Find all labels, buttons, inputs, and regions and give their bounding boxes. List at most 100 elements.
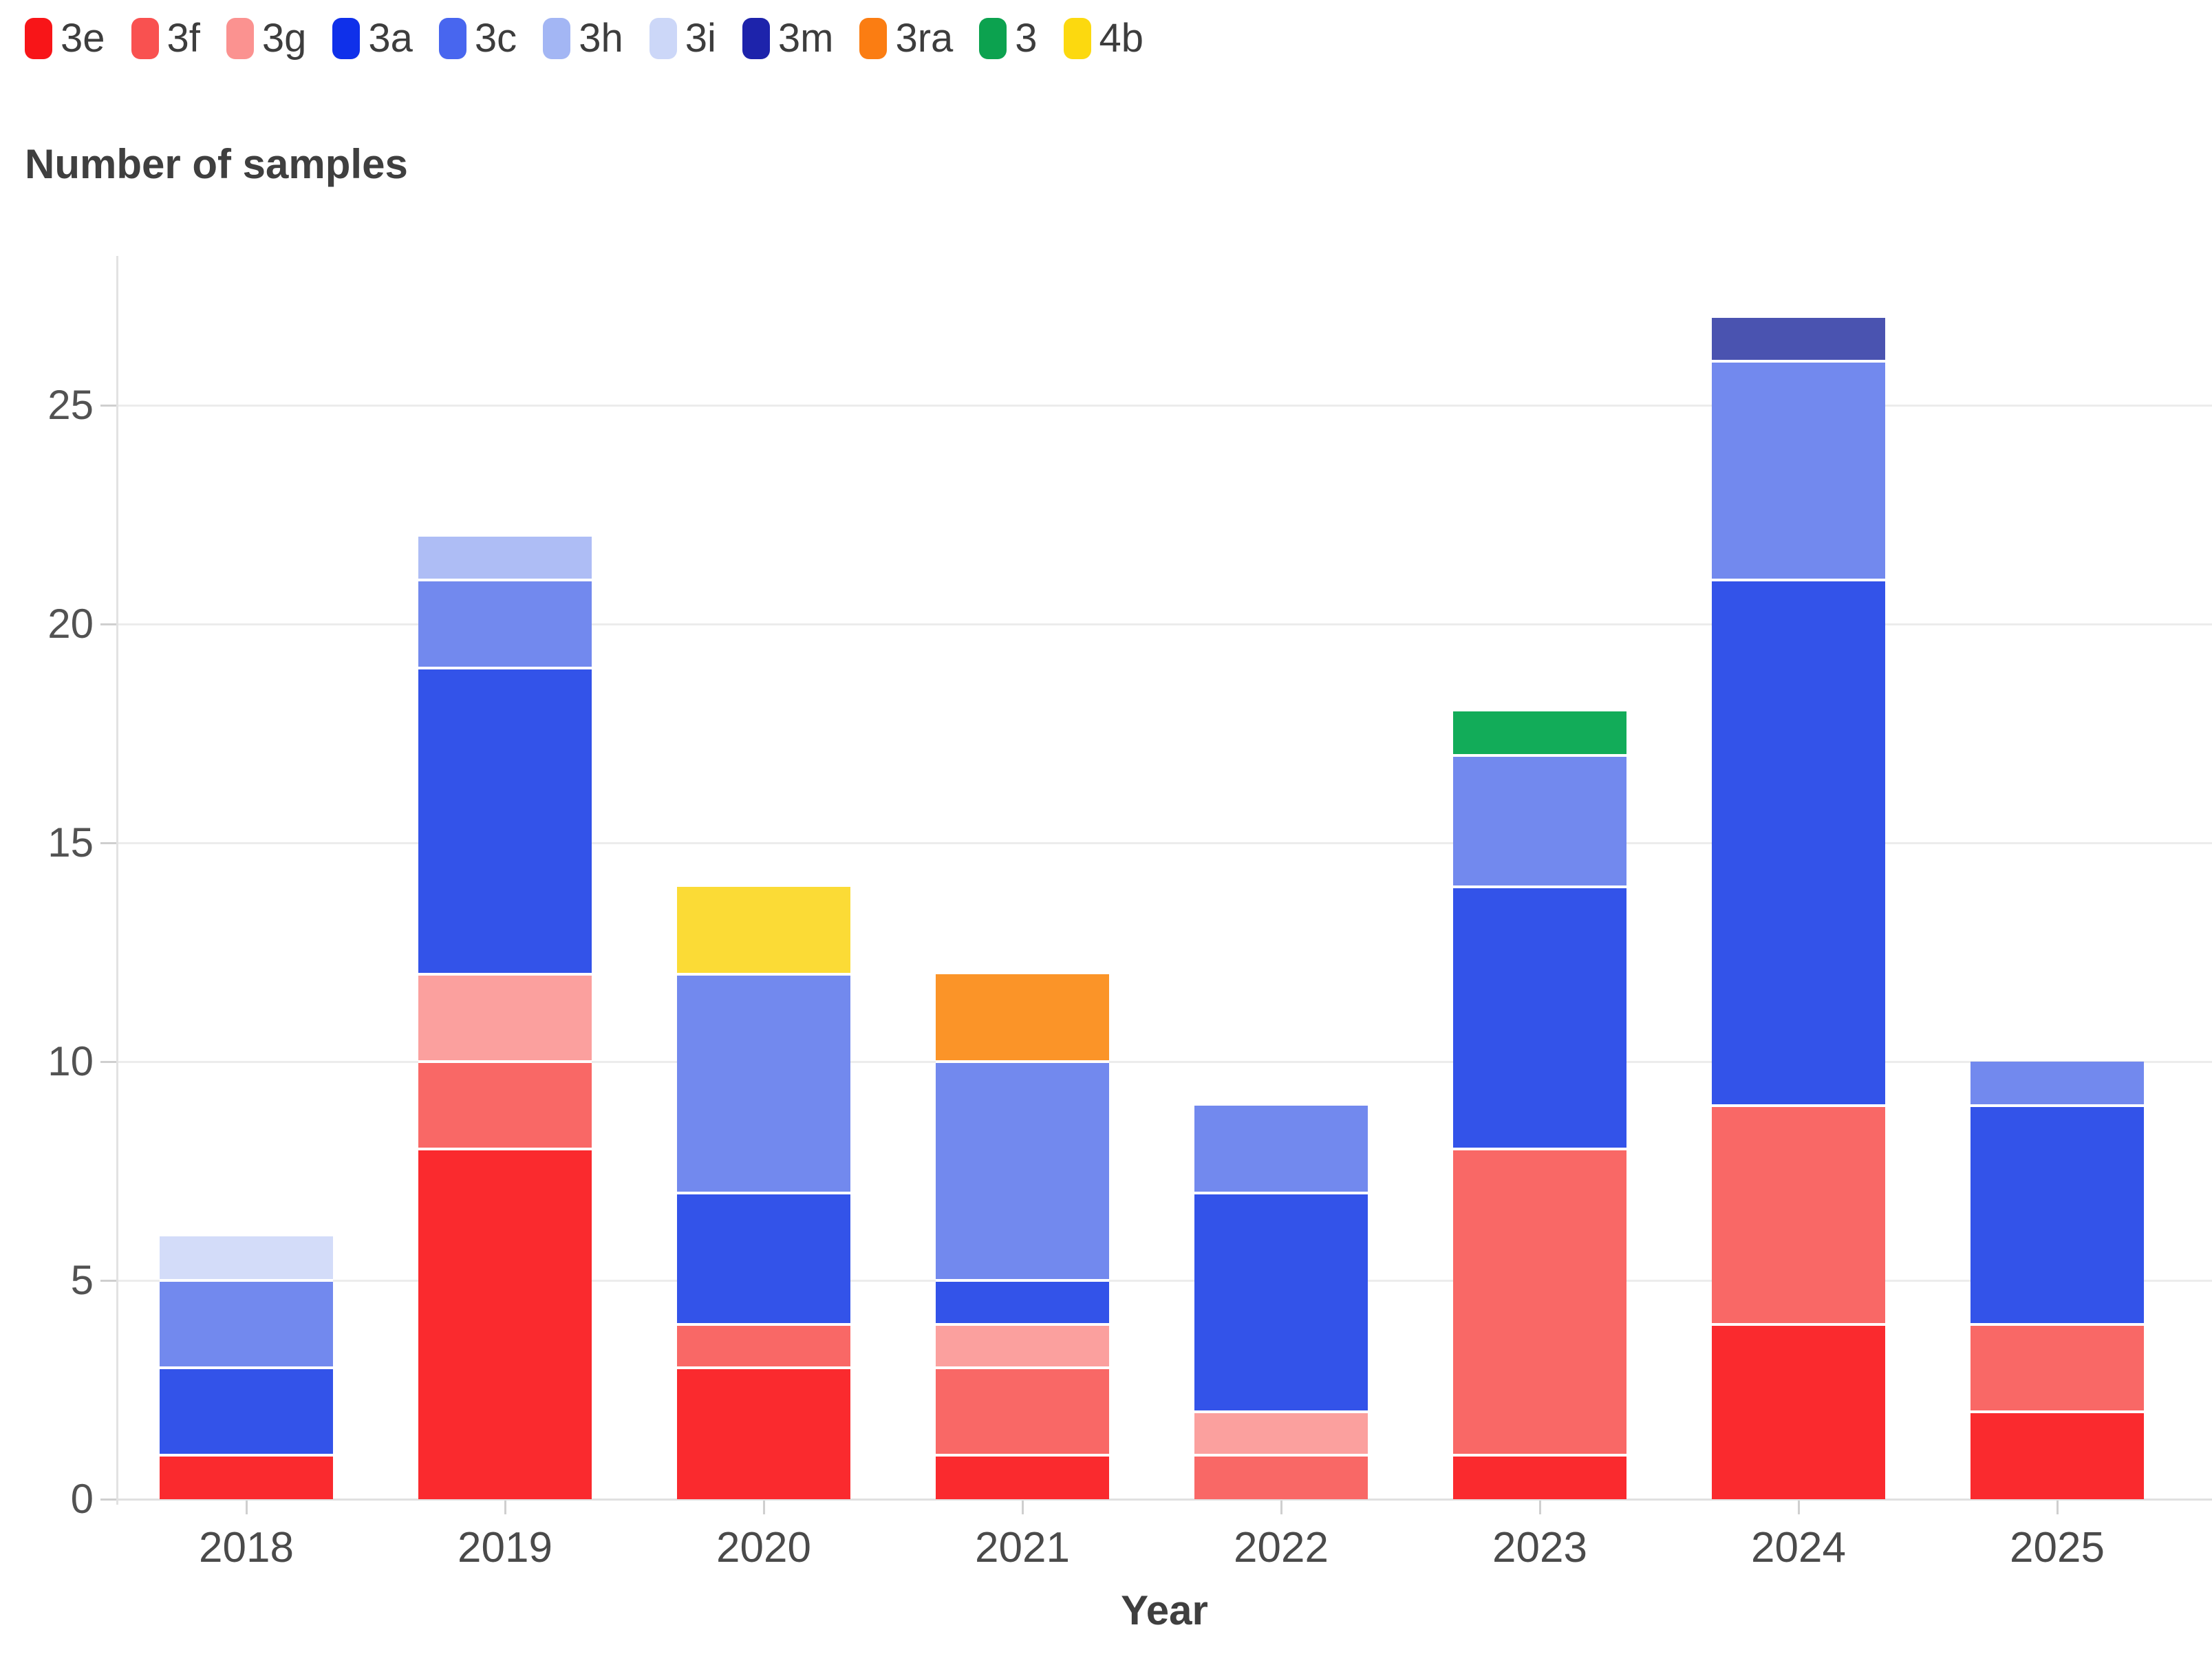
bar-segment-divider [160, 1366, 333, 1370]
legend-swatch-icon [226, 18, 254, 59]
x-axis-tick [1538, 1501, 1541, 1514]
legend-item-3c[interactable]: 3c [438, 16, 517, 61]
bar-segment-divider [677, 1322, 850, 1326]
legend-item-label: 3m [777, 16, 834, 61]
bar-segment-2023-3c[interactable] [1453, 755, 1626, 887]
bar-segment-2024-3f[interactable] [1712, 1105, 1885, 1324]
bar-segment-2020-3a[interactable] [677, 1192, 850, 1324]
bar-segment-2023-3[interactable] [1453, 711, 1626, 755]
y-axis-tick [100, 404, 117, 407]
bar-segment-2024-3a[interactable] [1712, 580, 1885, 1106]
bar-segment-2020-3f[interactable] [677, 1324, 850, 1368]
bar-segment-divider [936, 1060, 1109, 1063]
legend-item-label: 3a [368, 16, 413, 61]
bar-segment-divider [418, 972, 592, 976]
bar-segment-divider [1971, 1322, 2144, 1326]
x-axis-tick-label[interactable]: 2024 [1751, 1524, 1846, 1571]
bar-segment-2019-3c[interactable] [418, 580, 592, 668]
legend: 3e 3f 3g 3a 3c 3h 3i 3m 3ra 3 4b [25, 18, 1143, 59]
bar-segment-2025-3f[interactable] [1971, 1324, 2144, 1412]
bar-segment-2018-3e[interactable] [160, 1455, 333, 1499]
bar-segment-2020-3e[interactable] [677, 1368, 850, 1499]
bar-segment-divider [1971, 1104, 2144, 1107]
x-axis-tick [2056, 1501, 2059, 1514]
bar-segment-2021-3e[interactable] [936, 1455, 1109, 1499]
bar-segment-2019-3h[interactable] [418, 536, 592, 581]
gridline-y-10 [117, 1060, 2212, 1063]
y-axis-tick-label: 25 [47, 382, 94, 428]
legend-item-3a[interactable]: 3a [332, 18, 413, 59]
bar-segment-2022-3f[interactable] [1194, 1455, 1368, 1499]
x-axis-tick [245, 1501, 248, 1514]
bar-segment-2023-3a[interactable] [1453, 886, 1626, 1150]
legend-item-label: 3 [1015, 16, 1038, 61]
x-axis-tick-label[interactable]: 2023 [1492, 1524, 1587, 1571]
y-axis-tick [100, 1498, 117, 1501]
bar-segment-divider [160, 1279, 333, 1282]
bar-segment-2025-3c[interactable] [1971, 1062, 2144, 1106]
bar-segment-2024-3e[interactable] [1712, 1324, 1885, 1499]
bar-segment-2019-3f[interactable] [418, 1062, 592, 1150]
x-axis-tick-label[interactable]: 2018 [199, 1524, 294, 1571]
x-axis-tick-label[interactable]: 2021 [975, 1524, 1070, 1571]
legend-item-label: 3c [474, 16, 517, 61]
bar-segment-2024-3m[interactable] [1712, 317, 1885, 362]
y-axis-tick [100, 1060, 117, 1063]
x-axis-tick-label[interactable]: 2019 [458, 1524, 552, 1571]
bar-segment-divider [936, 1322, 1109, 1326]
legend-item-4b[interactable]: 4b [1063, 18, 1143, 59]
bar-segment-divider [936, 1279, 1109, 1282]
bar-segment-2025-3e[interactable] [1971, 1411, 2144, 1499]
legend-item-3m[interactable]: 3m [742, 16, 834, 61]
y-axis-tick [100, 841, 117, 844]
x-axis-title: Year [1121, 1587, 1208, 1633]
bar-segment-2019-3g[interactable] [418, 974, 592, 1062]
gridline-y-20 [117, 623, 2212, 625]
bar-segment-2018-3c[interactable] [160, 1280, 333, 1368]
bar-segment-2022-3c[interactable] [1194, 1105, 1368, 1193]
bar-segment-2022-3g[interactable] [1194, 1411, 1368, 1456]
bar-segment-2025-3a[interactable] [1971, 1105, 2144, 1324]
legend-item-3ra[interactable]: 3ra [859, 18, 953, 59]
bar-segment-divider [1194, 1454, 1368, 1457]
bar-segment-2023-3f[interactable] [1453, 1149, 1626, 1456]
legend-swatch-icon [979, 18, 1007, 59]
legend-item-3h[interactable]: 3h [543, 18, 623, 59]
legend-swatch-icon [25, 18, 52, 59]
bar-segment-2021-3a[interactable] [936, 1280, 1109, 1324]
bar-segment-2021-3ra[interactable] [936, 974, 1109, 1062]
bar-segment-divider [1971, 1410, 2144, 1413]
bar-segment-2021-3f[interactable] [936, 1368, 1109, 1456]
bar-segment-2022-3a[interactable] [1194, 1192, 1368, 1412]
bar-segment-2018-3a[interactable] [160, 1368, 333, 1456]
y-axis-tick-label: 20 [47, 601, 94, 647]
bar-segment-2020-3c[interactable] [677, 974, 850, 1193]
legend-item-3i[interactable]: 3i [649, 18, 716, 59]
bar-segment-2021-3g[interactable] [936, 1324, 1109, 1368]
legend-item-3f[interactable]: 3f [131, 18, 200, 59]
legend-item-3e[interactable]: 3e [25, 18, 105, 59]
x-axis-tick-label[interactable]: 2020 [716, 1524, 811, 1571]
bar-segment-divider [1453, 1454, 1626, 1457]
bar-segment-divider [677, 972, 850, 976]
legend-item-3g[interactable]: 3g [226, 18, 306, 59]
x-axis-tick [504, 1501, 506, 1514]
y-axis-tick [100, 623, 117, 625]
bar-segment-divider [1453, 753, 1626, 757]
x-axis-tick-label[interactable]: 2022 [1234, 1524, 1329, 1571]
bar-segment-2021-3c[interactable] [936, 1062, 1109, 1280]
bar-segment-2020-4b[interactable] [677, 886, 850, 974]
legend-swatch-icon [543, 18, 571, 59]
bar-segment-2019-3a[interactable] [418, 667, 592, 974]
y-axis-tick-label: 5 [70, 1257, 94, 1303]
legend-item-3[interactable]: 3 [979, 16, 1038, 61]
bar-segment-2024-3c[interactable] [1712, 361, 1885, 581]
bar-segment-2023-3e[interactable] [1453, 1455, 1626, 1499]
bar-segment-2019-3e[interactable] [418, 1149, 592, 1499]
bar-segment-divider [1712, 1322, 1885, 1326]
legend-item-label: 3f [167, 16, 200, 61]
bar-segment-divider [160, 1454, 333, 1457]
bar-segment-2018-3i[interactable] [160, 1236, 333, 1280]
x-axis-tick-label[interactable]: 2025 [2010, 1524, 2105, 1571]
